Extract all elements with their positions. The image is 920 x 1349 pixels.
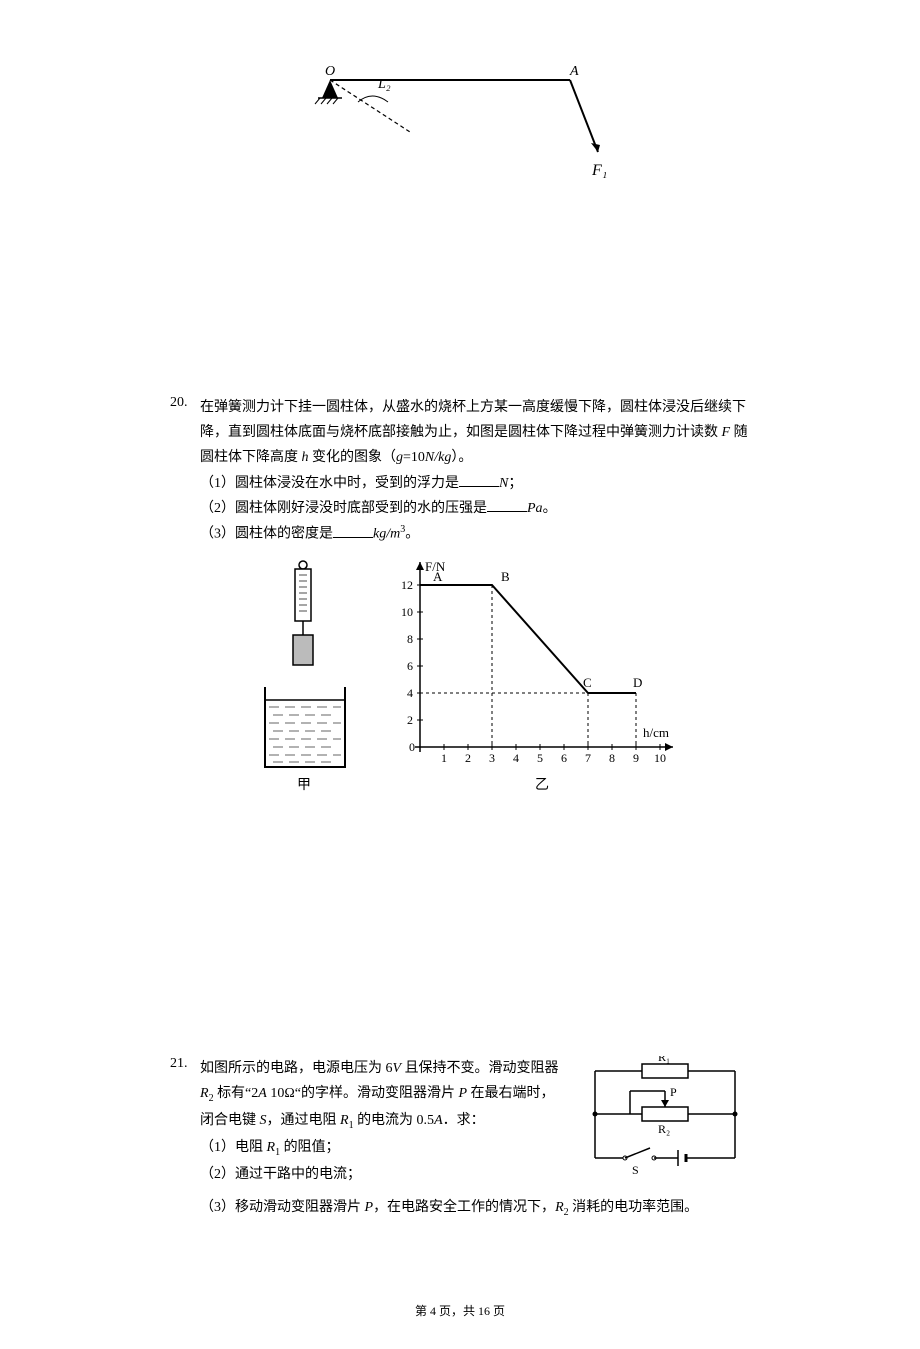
problem-body: 如图所示的电路，电源电压为 6V 且保持不变。滑动变阻器 R2 标有“2A 10… [200,1056,750,1222]
svg-text:10: 10 [401,605,413,619]
p20-text1e: ）。 [451,450,472,465]
p20-text1c: 变化的图象（ [309,450,397,465]
var-g: g [396,450,403,465]
problem-20: 20. 在弹簧测力计下挂一圆柱体，从盛水的烧杯上方某一高度缓慢下降，圆柱体浸没后… [170,395,750,1016]
unit-n: N [499,476,508,491]
var-h: h [302,450,309,465]
blank-input[interactable] [487,497,527,512]
svg-text:4: 4 [513,751,519,765]
page-footer: 第 4 页，共 16 页 [170,1302,750,1319]
svg-text:8: 8 [609,751,615,765]
p21-t6: ，通过电阻 [267,1113,341,1128]
pt-C: C [583,675,592,690]
p21-t1: 如图所示的电路，电源电压为 6 [200,1061,393,1076]
problem-number: 21. [170,1056,200,1222]
period2: 。 [405,527,419,542]
label-R2: R₂ [658,1122,670,1136]
var-R1b: R [267,1140,276,1155]
p21-sub3c: 消耗的电功率范围。 [569,1200,699,1215]
p21-t7: 的电流为 0.5 [354,1113,435,1128]
svg-text:8: 8 [407,632,413,646]
pt-B: B [501,569,510,584]
circuit-figure: R₁ [580,1056,750,1195]
label-S: S [632,1163,639,1177]
label-F1: F₁ [591,162,607,179]
p21-sub3a: （3）移动滑动变阻器滑片 [200,1200,365,1215]
unit-pa: Pa [527,501,543,516]
label-O: O [325,64,335,79]
var-P2: P [365,1200,374,1215]
p20-text1: 在弹簧测力计下挂一圆柱体，从盛水的烧杯上方某一高度缓慢下降，圆柱体浸没后继续下降… [200,400,746,440]
p21-t2: 且保持不变。滑动变阻器 [401,1061,559,1076]
lever-figure: O A L₂ F₁ [170,60,750,195]
p20-sub2: （2）圆柱体刚好浸没时底部受到的水的压强是 [200,501,487,516]
var-A: A [258,1086,267,1101]
circuit-svg: R₁ [580,1056,750,1186]
x-axis-label: h/cm [643,725,669,740]
p21-t4: 10Ω“的字样。滑动变阻器滑片 [267,1086,459,1101]
problem-21: 21. 如图所示的电路，电源电压为 6V 且保持不变。滑动变阻器 R2 标有“2… [170,1056,750,1222]
var-A2: A [434,1113,443,1128]
label-yi: 乙 [535,777,549,793]
p21-t8: ．求： [443,1113,485,1128]
svg-text:6: 6 [407,659,413,673]
svg-text:10: 10 [654,751,666,765]
svg-text:0: 0 [409,740,415,754]
svg-text:2: 2 [465,751,471,765]
label-P: P [670,1085,677,1099]
pt-A: A [433,569,443,584]
ft-c: 页 [490,1304,505,1318]
arrow-icon [591,143,600,152]
var-F: F [722,425,731,440]
var-P: P [458,1086,467,1101]
spring-graph-figure: 甲 F/N h/cm 0 2 [200,557,750,816]
var-R1a: R [340,1113,349,1128]
graph-icon: F/N h/cm 0 2 4 6 8 10 12 [401,559,673,793]
var-R2b: R [555,1200,564,1215]
svg-text:4: 4 [407,686,413,700]
svg-text:7: 7 [585,751,591,765]
spring-graph-svg: 甲 F/N h/cm 0 2 [255,557,695,807]
blank-input[interactable] [333,523,373,538]
svg-text:5: 5 [537,751,543,765]
label-L2: L₂ [377,77,391,92]
p21-t3: 标有“2 [214,1086,259,1101]
svg-text:2: 2 [407,713,413,727]
period: 。 [543,501,557,516]
unit-nkg: N/kg [425,450,451,465]
p21-sub2: （2）通过干路中的电流； [200,1167,361,1182]
problem-body: 在弹簧测力计下挂一圆柱体，从盛水的烧杯上方某一高度缓慢下降，圆柱体浸没后继续下降… [200,395,750,1016]
p20-sub1: （1）圆柱体浸没在水中时，受到的浮力是 [200,476,459,491]
p20-text1d: =10 [403,450,425,465]
p21-sub1a: （1）电阻 [200,1140,267,1155]
apparatus-icon: 甲 [265,561,345,793]
label-jia: 甲 [297,778,311,793]
var-S: S [260,1113,267,1128]
lever-svg: O A L₂ F₁ [300,60,620,190]
ft-b: 页，共 [436,1304,478,1318]
ft-total: 16 [478,1304,490,1318]
p21-sub1b: 的阻值； [280,1140,340,1155]
svg-text:1: 1 [441,751,447,765]
problem-number: 20. [170,395,200,1016]
pt-D: D [633,675,642,690]
svg-text:3: 3 [489,751,495,765]
svg-text:6: 6 [561,751,567,765]
var-R2a: R [200,1086,209,1101]
svg-text:12: 12 [401,578,413,592]
label-R1: R₁ [658,1056,670,1064]
fulcrum-icon [322,80,338,98]
p20-sub3: （3）圆柱体的密度是 [200,527,333,542]
blank-input[interactable] [459,472,499,487]
p21-sub3b: ，在电路安全工作的情况下， [373,1200,555,1215]
ft-a: 第 [415,1304,430,1318]
svg-text:9: 9 [633,751,639,765]
label-A: A [569,64,579,79]
unit-kgm3a: kg/m [373,527,400,542]
var-V: V [393,1061,402,1076]
sep: ； [508,476,522,491]
